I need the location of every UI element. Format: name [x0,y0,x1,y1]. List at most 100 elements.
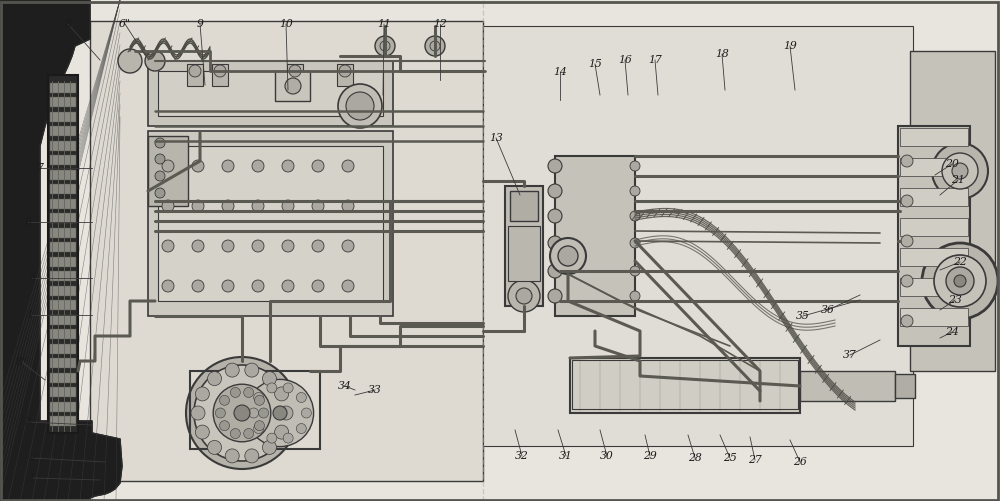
Circle shape [246,379,314,446]
Bar [50,155,76,165]
Circle shape [550,238,586,274]
Circle shape [208,440,222,454]
Circle shape [192,280,204,292]
Bar [900,248,968,266]
Text: 6: 6 [25,217,31,227]
Bar [50,140,76,150]
Circle shape [312,240,324,252]
Text: 34: 34 [338,381,352,391]
Circle shape [312,280,324,292]
Circle shape [254,392,264,402]
Text: 30: 30 [600,451,614,461]
Circle shape [225,449,239,463]
Circle shape [230,387,240,397]
Circle shape [425,36,445,56]
Circle shape [954,275,966,287]
Circle shape [155,188,165,198]
Circle shape [254,395,264,405]
Bar [50,401,76,411]
Circle shape [346,92,374,120]
Circle shape [189,65,201,77]
Bar [337,64,353,86]
Bar [158,146,383,301]
Bar [90,21,483,481]
Circle shape [244,428,254,438]
Polygon shape [0,0,122,501]
Circle shape [252,240,264,252]
Circle shape [145,51,165,71]
Bar [287,64,303,86]
Bar [900,128,968,146]
Circle shape [630,238,640,248]
Circle shape [296,423,306,433]
Circle shape [245,363,259,377]
Circle shape [548,236,562,250]
Bar [910,51,995,371]
Circle shape [155,154,165,164]
Text: 17: 17 [648,55,662,65]
Circle shape [259,408,269,418]
Circle shape [285,78,301,94]
Circle shape [155,138,165,148]
Bar [50,242,76,252]
Circle shape [630,211,640,221]
Text: 7: 7 [37,163,43,173]
Bar [50,213,76,223]
Bar [505,186,543,306]
Circle shape [192,240,204,252]
Circle shape [215,408,225,418]
Bar [895,374,915,398]
Circle shape [118,49,142,73]
Circle shape [234,405,250,421]
Text: 9: 9 [197,19,203,29]
Circle shape [230,428,240,438]
Circle shape [380,41,390,51]
Bar [900,158,968,176]
Circle shape [222,240,234,252]
Text: 13: 13 [489,133,503,143]
Circle shape [192,160,204,172]
Circle shape [630,186,640,196]
Circle shape [267,433,277,443]
Bar [50,97,76,107]
Circle shape [252,200,264,212]
Bar [50,416,76,426]
Circle shape [430,41,440,51]
Circle shape [516,288,532,304]
Bar [50,271,76,281]
Circle shape [275,425,289,439]
Circle shape [901,155,913,167]
Text: 25: 25 [723,453,737,463]
Circle shape [548,289,562,303]
Bar [50,198,76,208]
Circle shape [296,392,306,402]
Bar [483,26,913,446]
Circle shape [214,65,226,77]
Text: 4: 4 [25,310,31,320]
Circle shape [508,280,540,312]
Circle shape [312,160,324,172]
Text: 33: 33 [368,385,382,395]
Circle shape [186,357,298,469]
Circle shape [191,406,205,420]
Circle shape [194,365,290,461]
Text: 11: 11 [377,19,391,29]
Circle shape [225,363,239,377]
Text: 1: 1 [29,473,35,483]
Circle shape [342,160,354,172]
Circle shape [213,384,271,442]
Text: 27: 27 [748,455,762,465]
Circle shape [932,143,988,199]
Text: 5: 5 [29,273,35,283]
Text: 8: 8 [65,19,71,29]
Text: 23: 23 [948,295,962,305]
Circle shape [262,372,276,386]
Circle shape [901,315,913,327]
Circle shape [901,235,913,247]
Circle shape [222,280,234,292]
Circle shape [548,159,562,173]
Circle shape [279,406,293,420]
Bar [555,156,635,316]
Bar [898,126,970,346]
Text: 31: 31 [559,451,573,461]
